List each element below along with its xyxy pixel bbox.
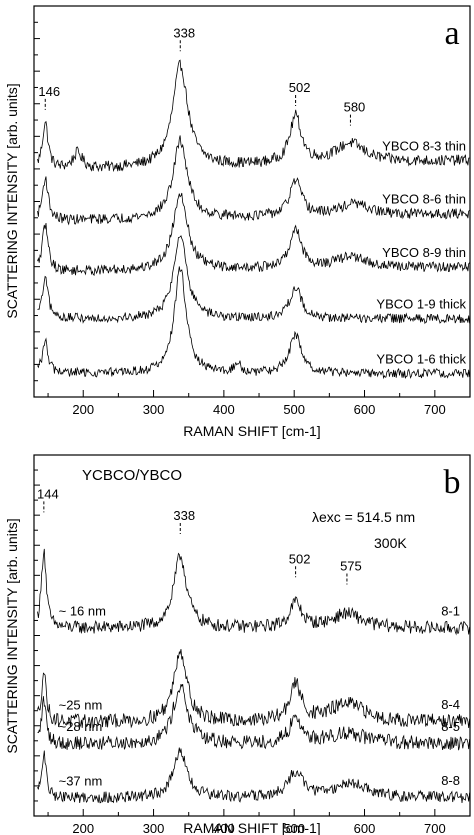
panel-a-labels: YBCO 8-3 thin YBCO 8-6 thin YBCO 8-9 thin Y… (38, 25, 466, 366)
panel-b-letter: b (444, 464, 461, 501)
panel-b-labels: 8-1 ~ 16 nm 8-4 ~25 nm 8-5 ~28 nm 8-8 ~37 nm 144… (37, 486, 460, 788)
x-tick-label: 700 (424, 402, 446, 417)
x-tick-label: 700 (424, 821, 446, 835)
panel-a-curves (37, 59, 470, 380)
panel-a-ylabel: SCATTERING INTENSITY [arb. units] (4, 83, 20, 318)
peak-label: 144 (37, 486, 59, 501)
peak-label: 146 (38, 84, 60, 99)
peak-label: 575 (340, 559, 362, 574)
spectrum-line (37, 683, 470, 751)
x-tick-label: 500 (283, 402, 305, 417)
peak-label: 338 (173, 508, 195, 523)
series-label: YBCO 8-3 thin (382, 138, 466, 153)
series-label: 8-1 (441, 604, 460, 619)
thickness-label: ~ 16 nm (59, 603, 106, 618)
panel-b: 200 300 400 500 600 700 8-1~ 16 nm8-4~25 nm8-… (4, 454, 471, 835)
series-label: 8-4 (441, 697, 460, 712)
x-tick-label: 500 (283, 821, 305, 835)
series-label: YBCO 1-6 thick (376, 351, 466, 366)
spectrum-line (37, 747, 470, 804)
peak-label: 502 (289, 551, 311, 566)
panel-b-ticks: 200 300 400 500 600 700 (34, 469, 471, 835)
panel-a: 200 300 400 500 600 700 YBCO 8-3 thin YBCO 8-6… (4, 5, 471, 439)
spectrum-line (37, 649, 470, 730)
spectrum-line (37, 235, 470, 325)
spectrum-line (37, 548, 470, 636)
peak-label: 580 (344, 100, 366, 115)
series-label: YBCO 8-6 thin (382, 192, 466, 207)
spectrum-line (37, 192, 470, 277)
x-tick-label: 300 (143, 821, 165, 835)
panel-b-annotation: λexc = 514.5 nm (312, 509, 415, 525)
spectrum-line (37, 266, 470, 380)
panel-a-ticks: 200 300 400 500 600 700 (34, 21, 471, 417)
x-tick-label: 200 (72, 821, 94, 835)
spectrum-line (37, 59, 470, 173)
panel-b-temp: 300K (374, 535, 407, 551)
panel-b-curves (37, 548, 470, 804)
series-label: 8-8 (441, 773, 460, 788)
thickness-label: ~25 nm (59, 697, 103, 712)
x-tick-label: 400 (213, 402, 235, 417)
panel-b-xlabel: RAMAN SHIFT [cm-1] (183, 820, 320, 835)
series-label: YBCO 1-9 thick (376, 297, 466, 312)
x-tick-label: 200 (72, 402, 94, 417)
thickness-label: ~37 nm (59, 773, 103, 788)
series-label: YBCO 8-9 thin (382, 245, 466, 260)
panel-b-ylabel: SCATTERING INTENSITY [arb. units] (4, 518, 20, 753)
thickness-label: ~28 nm (59, 719, 103, 734)
spectrum-line (37, 135, 470, 226)
x-tick-label: 600 (354, 821, 376, 835)
x-tick-label: 400 (213, 821, 235, 835)
panel-a-xlabel: RAMAN SHIFT [cm-1] (183, 423, 320, 439)
peak-label: 338 (173, 25, 195, 40)
x-tick-label: 300 (143, 402, 165, 417)
x-tick-label: 600 (354, 402, 376, 417)
series-label: 8-5 (441, 719, 460, 734)
peak-label: 502 (289, 80, 311, 95)
panel-a-letter: a (444, 15, 459, 52)
panel-b-title: YCBCO/YBCO (82, 467, 182, 484)
